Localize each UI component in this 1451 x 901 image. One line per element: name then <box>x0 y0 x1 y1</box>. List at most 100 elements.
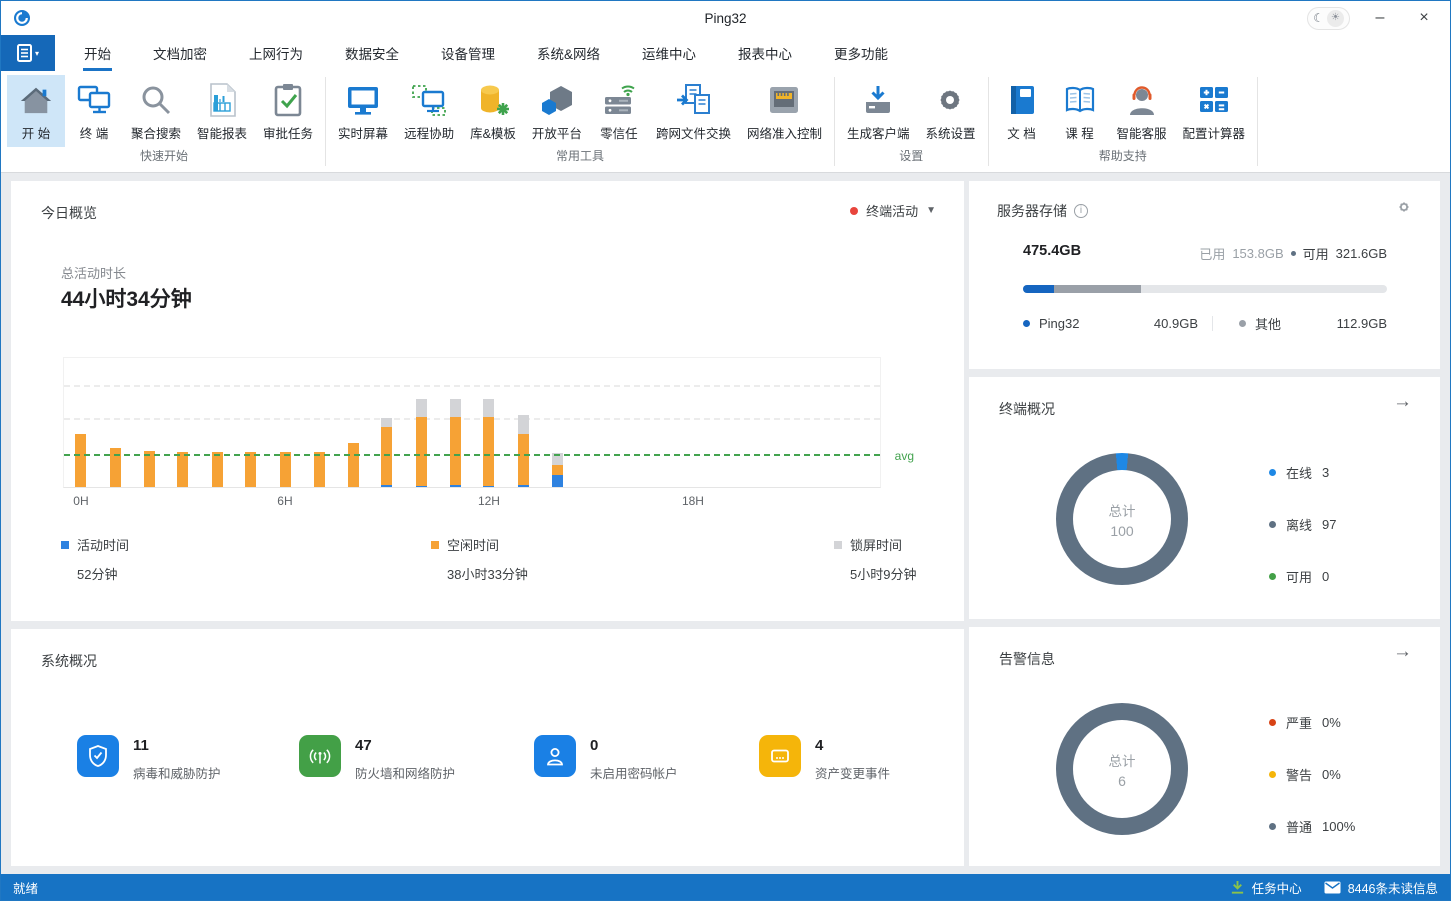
app-logo-icon <box>13 9 31 27</box>
gridline <box>64 418 880 420</box>
ribbon-item-aggregate-search[interactable]: 聚合搜索 <box>123 75 189 147</box>
approval-icon <box>272 81 304 119</box>
series-dot <box>850 206 859 215</box>
legend-lock-time: 锁屏时间 5小时9分钟 <box>834 535 916 583</box>
panel-alerts: 告警信息 → 总计 6 严重 0% 警告 0% 普通 100% <box>969 627 1440 866</box>
ribbon-item-generate-client[interactable]: 生成客户端 <box>839 75 918 147</box>
status-ready: 就绪 <box>13 881 39 896</box>
bar-hour-8 <box>347 443 359 487</box>
bar-hour-14 <box>551 453 563 487</box>
ribbon-group-common-tools: 实时屏幕 远程协助 库&模板 开放平台 零信任 <box>330 71 830 172</box>
file-exchange-icon <box>675 81 711 119</box>
download-icon <box>1231 880 1243 894</box>
ribbon: 开 始 终 端 聚合搜索 智能报表 审批任务 <box>1 71 1450 173</box>
tab-doc-encrypt[interactable]: 文档加密 <box>153 47 207 62</box>
terminals-legend: 在线 3 离线 97 可用 0 <box>1269 463 1336 619</box>
x-tick: 6H <box>277 494 293 508</box>
avg-label: avg <box>894 449 914 463</box>
ribbon-group-label: 快速开始 <box>140 149 189 163</box>
gear-icon[interactable] <box>1396 199 1412 215</box>
shield-icon <box>77 735 119 777</box>
arrow-right-icon[interactable]: → <box>1393 391 1412 412</box>
ribbon-separator <box>325 77 327 166</box>
ribbon-item-network-access-control[interactable]: 网络准入控制 <box>739 75 830 147</box>
user-icon <box>534 735 576 777</box>
ribbon-item-smart-report[interactable]: 智能报表 <box>189 75 255 147</box>
x-tick: 12H <box>477 494 500 508</box>
unread-messages-button[interactable]: 8446条未读信息 <box>1324 878 1438 897</box>
tab-device-mgmt[interactable]: 设备管理 <box>441 47 495 62</box>
course-icon <box>1063 81 1097 119</box>
smart-report-icon <box>207 81 237 119</box>
library-icon <box>476 81 510 119</box>
ribbon-item-docs[interactable]: 文 档 <box>993 75 1051 147</box>
chevron-down-icon: ▾ <box>34 48 39 58</box>
alerts-donut: 总计 6 <box>1056 703 1188 835</box>
ribbon-item-home[interactable]: 开 始 <box>7 75 65 147</box>
legend-swatch <box>61 540 69 549</box>
theme-toggle[interactable]: ☾ ☀ <box>1307 6 1350 30</box>
legend-offline: 离线 97 <box>1269 515 1336 534</box>
zero-trust-icon <box>601 81 637 119</box>
info-icon[interactable]: i <box>1074 204 1088 218</box>
arrow-right-icon[interactable]: → <box>1393 641 1412 662</box>
alerts-legend: 严重 0% 警告 0% 普通 100% <box>1269 713 1355 869</box>
stat-asset-change-events: 4 资产变更事件 <box>759 735 890 782</box>
tab-start[interactable]: 开始 <box>63 35 132 71</box>
bar-hour-5 <box>245 452 257 487</box>
search-icon <box>140 81 172 119</box>
app-menu-button[interactable]: ▾ <box>1 35 55 71</box>
storage-progress-bar <box>1023 285 1387 293</box>
ribbon-item-smart-support[interactable]: 智能客服 <box>1109 75 1175 147</box>
tab-more[interactable]: 更多功能 <box>834 47 889 62</box>
bar-hour-10 <box>415 399 427 487</box>
legend-idle-time: 空闲时间 38小时33分钟 <box>431 535 528 583</box>
bar-hour-7 <box>313 452 325 487</box>
ribbon-item-approval-tasks[interactable]: 审批任务 <box>255 75 321 147</box>
legend-swatch <box>834 540 842 549</box>
generate-client-icon <box>861 81 895 119</box>
titlebar: Ping32 ☾ ☀ – × <box>1 1 1450 35</box>
ribbon-item-courses[interactable]: 课 程 <box>1051 75 1109 147</box>
ribbon-item-library-templates[interactable]: 库&模板 <box>462 75 524 147</box>
tab-ops-center[interactable]: 运维中心 <box>642 47 697 62</box>
x-tick: 0H <box>73 494 89 508</box>
activity-chart: avg 0H 6H 12H 18H <box>63 357 914 508</box>
bar-hour-3 <box>177 452 189 487</box>
ribbon-item-terminals[interactable]: 终 端 <box>65 75 123 147</box>
bar-hour-12 <box>483 399 495 487</box>
tab-system-network[interactable]: 系统&网络 <box>537 47 601 62</box>
close-button[interactable]: × <box>1419 9 1429 26</box>
storage-usage-summary: 已用 153.8GB 可用 321.6GB <box>1199 246 1387 262</box>
tab-web-behavior[interactable]: 上网行为 <box>249 47 303 62</box>
gridline <box>64 385 880 387</box>
ribbon-group-label: 设置 <box>899 149 924 163</box>
ribbon-item-remote-assist[interactable]: 远程协助 <box>396 75 462 147</box>
legend-available: 可用 0 <box>1269 567 1336 586</box>
ribbon-tabs: 开始 文档加密 上网行为 数据安全 设备管理 系统&网络 运维中心 报表中心 更… <box>63 35 909 71</box>
task-center-button[interactable]: 任务中心 <box>1230 878 1302 897</box>
calculator-icon <box>1198 81 1230 119</box>
legend-critical: 严重 0% <box>1269 713 1355 732</box>
ribbon-item-live-screen[interactable]: 实时屏幕 <box>330 75 396 147</box>
ribbon-item-cross-network-file-exchange[interactable]: 跨网文件交换 <box>648 75 739 147</box>
storage-total: 475.4GB <box>1023 243 1082 259</box>
chevron-down-icon: ▼ <box>926 205 936 216</box>
ribbon-item-config-calculator[interactable]: 配置计算器 <box>1175 75 1254 147</box>
tab-report-center[interactable]: 报表中心 <box>738 47 793 62</box>
series-selector-dropdown[interactable]: 终端活动 ▼ <box>850 201 936 220</box>
ribbon-item-zero-trust[interactable]: 零信任 <box>590 75 648 147</box>
legend-swatch <box>431 540 439 549</box>
x-tick: 18H <box>681 494 704 508</box>
ribbon-item-system-settings[interactable]: 系统设置 <box>917 75 983 147</box>
mail-icon <box>1324 881 1341 893</box>
ribbon-item-open-platform[interactable]: 开放平台 <box>524 75 590 147</box>
remote-assist-icon <box>411 81 447 119</box>
terminals-donut: 总计 100 <box>1056 453 1188 585</box>
tab-data-security[interactable]: 数据安全 <box>345 47 399 62</box>
storage-seg-other <box>1054 285 1141 293</box>
minimize-button[interactable]: – <box>1375 9 1385 26</box>
donut-center: 总计 6 <box>1108 753 1136 789</box>
donut-center: 总计 100 <box>1108 503 1136 539</box>
